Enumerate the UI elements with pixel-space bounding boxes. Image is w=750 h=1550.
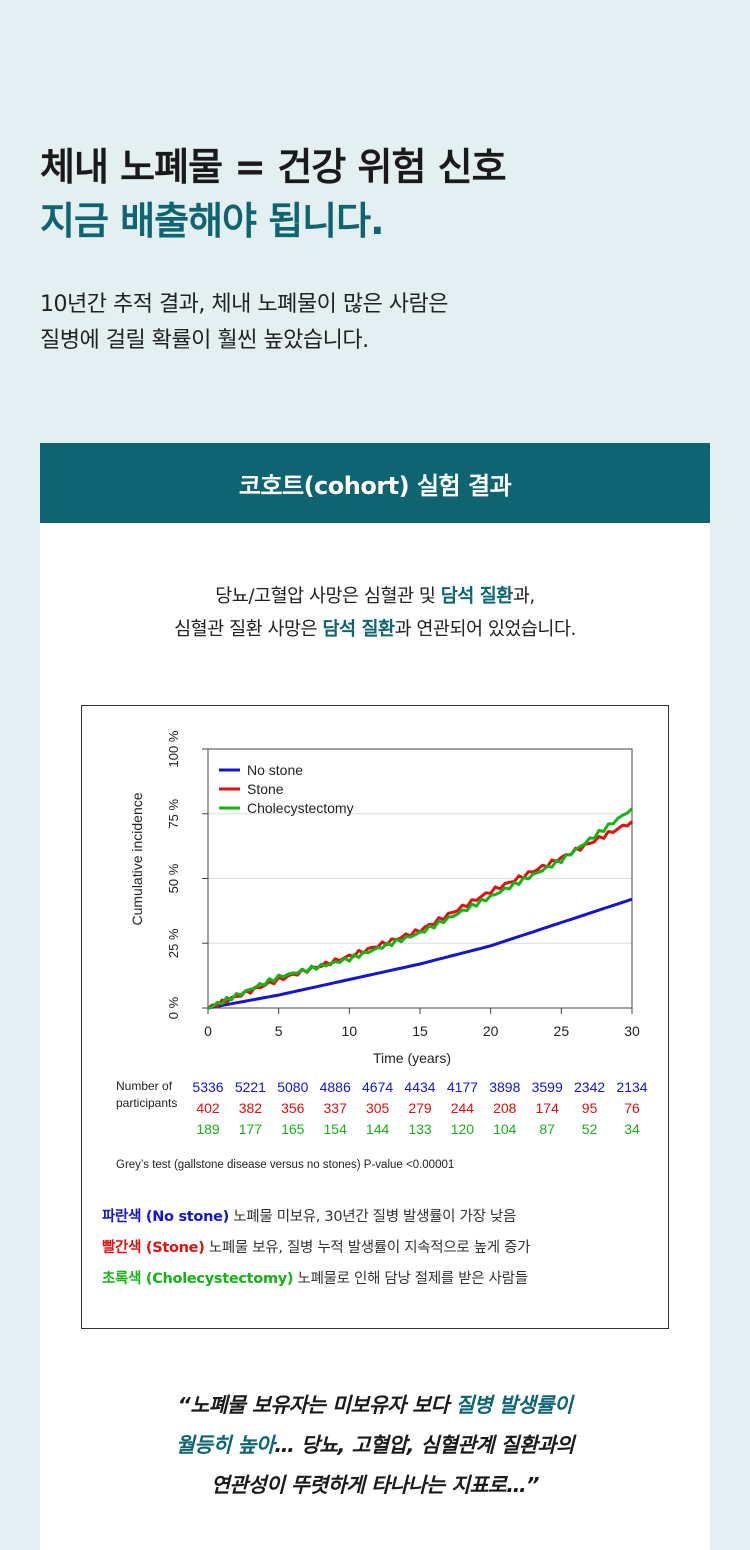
- quote-text: … 당뇨, 고혈압, 심혈관계 질환과의: [274, 1433, 575, 1457]
- red-label: 빨간색 (Stone): [102, 1240, 205, 1256]
- y-tick-label: 25 %: [166, 928, 181, 958]
- risk-table-value: 95: [582, 1100, 598, 1116]
- quote-highlight: 월등히 높아: [175, 1433, 275, 1457]
- x-axis-label: Time (years): [373, 1050, 451, 1066]
- risk-table-value: 356: [281, 1100, 305, 1116]
- legend-desc-blue: 파란색 (No stone) 노폐물 미보유, 30년간 질병 발생률이 가장 …: [102, 1202, 652, 1233]
- quote-text: “노폐물 보유자는 미보유자 보다: [177, 1393, 456, 1417]
- risk-table-value: 3898: [489, 1079, 520, 1095]
- desc-text: 과,: [512, 586, 535, 607]
- risk-table-value: 87: [539, 1121, 555, 1137]
- quote-line1: “노폐물 보유자는 미보유자 보다 질병 발생률이: [40, 1385, 710, 1425]
- x-tick-label: 25: [554, 1023, 570, 1039]
- risk-table-label: participants: [116, 1096, 177, 1110]
- risk-table-value: 402: [196, 1100, 220, 1116]
- risk-table-value: 133: [408, 1121, 432, 1137]
- risk-table-value: 4177: [447, 1079, 478, 1095]
- y-tick-label: 75 %: [166, 798, 181, 828]
- x-tick-label: 15: [412, 1023, 428, 1039]
- risk-table-value: 174: [536, 1100, 560, 1116]
- desc-text: 심혈관 질환 사망은: [174, 619, 323, 640]
- risk-table-value: 52: [582, 1121, 598, 1137]
- risk-table-value: 4674: [362, 1079, 393, 1095]
- risk-table-value: 4434: [404, 1079, 435, 1095]
- y-axis-label: Cumulative incidence: [129, 792, 145, 925]
- subtext: 10년간 추적 결과, 체내 노폐물이 많은 사람은 질병에 걸릴 확률이 훨씬…: [40, 287, 449, 359]
- risk-table-value: 120: [451, 1121, 475, 1137]
- risk-table-value: 154: [324, 1121, 348, 1137]
- risk-table-label: Number of: [116, 1079, 173, 1093]
- x-tick-label: 10: [342, 1023, 358, 1039]
- risk-table-value: 34: [624, 1121, 640, 1137]
- panel-description: 당뇨/고혈압 사망은 심혈관 및 담석 질환과, 심혈관 질환 사망은 담석 질…: [40, 580, 710, 646]
- risk-table-value: 5221: [235, 1079, 266, 1095]
- green-label: 초록색 (Cholecystectomy): [102, 1271, 294, 1287]
- risk-table-value: 382: [239, 1100, 263, 1116]
- risk-table-value: 76: [624, 1100, 640, 1116]
- risk-table-value: 208: [493, 1100, 517, 1116]
- subtext-line2: 질병에 걸릴 확률이 훨씬 높았습니다.: [40, 328, 369, 353]
- quote-line2: 월등히 높아… 당뇨, 고혈압, 심혈관계 질환과의: [40, 1425, 710, 1465]
- desc-text: 당뇨/고혈압 사망은 심혈관 및: [215, 586, 441, 607]
- desc-line1: 당뇨/고혈압 사망은 심혈관 및 담석 질환과,: [40, 580, 710, 613]
- risk-table-value: 3599: [532, 1079, 563, 1095]
- series-line-cholecystectomy: [207, 807, 634, 1010]
- y-tick-label: 50 %: [166, 863, 181, 893]
- quote-line3: 연관성이 뚜렷하게 타나나는 지표로…”: [210, 1473, 540, 1497]
- legend-desc-green: 초록색 (Cholecystectomy) 노폐물로 인해 담낭 절제를 받은 …: [102, 1264, 652, 1295]
- legend-entry: Stone: [247, 781, 284, 797]
- risk-table-value: 337: [324, 1100, 348, 1116]
- series-line-no-stone: [207, 897, 633, 1010]
- risk-table-value: 4886: [320, 1079, 351, 1095]
- legend-entry: No stone: [247, 762, 303, 778]
- risk-table-value: 104: [493, 1121, 517, 1137]
- green-text: 노폐물로 인해 담낭 절제를 받은 사람들: [293, 1271, 529, 1287]
- x-tick-label: 5: [275, 1023, 283, 1039]
- quote: “노폐물 보유자는 미보유자 보다 질병 발생률이 월등히 높아… 당뇨, 고혈…: [40, 1385, 710, 1505]
- cumulative-incidence-chart: Cumulative incidence Time (years) 0 % 25 …: [116, 730, 648, 1171]
- panel-title: 코호트(cohort) 실험 결과: [40, 443, 710, 523]
- chart-footnote: Grey’s test (gallstone disease versus no…: [116, 1159, 454, 1171]
- blue-text: 노폐물 미보유, 30년간 질병 발생률이 가장 낮음: [228, 1209, 516, 1225]
- legend-entry: Cholecystectomy: [247, 800, 354, 816]
- chart-box: Cumulative incidence Time (years) 0 % 25 …: [81, 705, 669, 1329]
- risk-table-value: 5080: [277, 1079, 308, 1095]
- risk-table-value: 189: [196, 1121, 220, 1137]
- headline-line2: 지금 배출해야 됩니다.: [40, 199, 385, 243]
- cohort-panel: 코호트(cohort) 실험 결과 당뇨/고혈압 사망은 심혈관 및 담석 질환…: [40, 443, 710, 1550]
- y-tick-label: 0 %: [166, 996, 181, 1019]
- subtext-line1: 10년간 추적 결과, 체내 노폐물이 많은 사람은: [40, 292, 449, 317]
- desc-highlight: 담석 질환: [440, 586, 514, 607]
- risk-table-value: 279: [408, 1100, 432, 1116]
- x-tick-label: 0: [204, 1023, 212, 1039]
- risk-table-value: 2134: [616, 1079, 647, 1095]
- color-legend-description: 파란색 (No stone) 노폐물 미보유, 30년간 질병 발생률이 가장 …: [102, 1202, 652, 1295]
- desc-line2: 심혈관 질환 사망은 담석 질환과 연관되어 있었습니다.: [40, 613, 710, 646]
- y-tick-label: 100 %: [166, 730, 181, 767]
- desc-highlight: 담석 질환: [322, 619, 395, 640]
- risk-table-value: 244: [451, 1100, 475, 1116]
- desc-text: 과 연관되어 있었습니다.: [394, 619, 577, 640]
- x-tick-label: 20: [483, 1023, 499, 1039]
- headline: 체내 노폐물 = 건강 위험 신호 지금 배출해야 됩니다.: [40, 140, 507, 248]
- headline-line1: 체내 노폐물 = 건강 위험 신호: [40, 145, 507, 189]
- risk-table-value: 165: [281, 1121, 305, 1137]
- blue-label: 파란색 (No stone): [102, 1209, 229, 1225]
- risk-table-value: 5336: [192, 1079, 223, 1095]
- red-text: 노폐물 보유, 질병 누적 발생률이 지속적으로 높게 증가: [204, 1240, 531, 1256]
- quote-highlight: 질병 발생률이: [455, 1393, 573, 1417]
- risk-table-value: 2342: [574, 1079, 605, 1095]
- risk-table-value: 144: [366, 1121, 390, 1137]
- legend-desc-red: 빨간색 (Stone) 노폐물 보유, 질병 누적 발생률이 지속적으로 높게 …: [102, 1233, 652, 1264]
- x-tick-label: 30: [624, 1023, 640, 1039]
- risk-table-value: 305: [366, 1100, 390, 1116]
- risk-table-value: 177: [239, 1121, 263, 1137]
